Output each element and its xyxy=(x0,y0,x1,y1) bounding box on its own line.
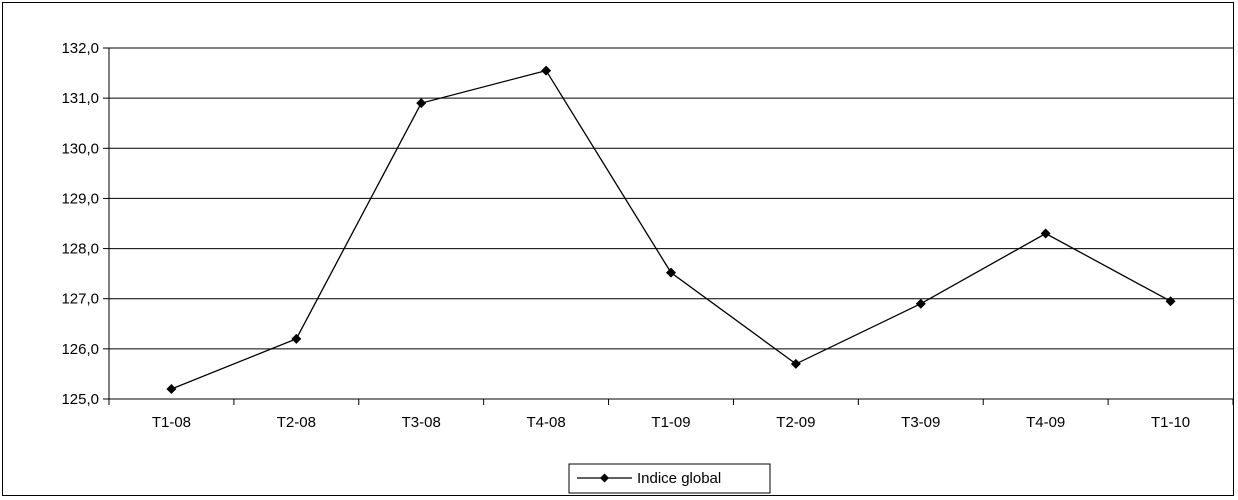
y-tick-label: 130,0 xyxy=(61,140,99,157)
x-tick-label: T1-08 xyxy=(152,414,191,431)
y-tick-label: 127,0 xyxy=(61,291,99,308)
data-point-marker xyxy=(541,65,552,76)
series-layer xyxy=(166,65,1176,394)
data-point-marker xyxy=(915,298,926,309)
x-axis-tick-labels: T1-08 T2-08 T3-08 T4-08 T1-09 T2-09 T3-09 T4-09… xyxy=(152,414,1190,431)
data-point-marker xyxy=(666,267,676,278)
line-chart: 125,0 126,0 127,0 128,0 129,0 130,0 131,0 132,0… xyxy=(61,40,1234,494)
legend-label: Indice global xyxy=(637,470,721,487)
x-tick-label: T3-09 xyxy=(901,414,940,431)
y-tick-label: 128,0 xyxy=(61,241,99,258)
x-tick-label: T2-08 xyxy=(277,414,316,431)
x-tick-label: T3-08 xyxy=(402,414,441,431)
y-tick-label: 131,0 xyxy=(61,90,99,107)
data-point-marker xyxy=(790,358,801,369)
data-point-marker xyxy=(1165,296,1176,307)
series-line xyxy=(171,69,1171,390)
y-tick-label: 129,0 xyxy=(61,190,99,207)
legend-diamond-marker xyxy=(600,473,609,483)
y-axis-tick-labels: 125,0 126,0 127,0 128,0 129,0 130,0 131,0 132,0 xyxy=(61,40,99,408)
legend: Indice global xyxy=(568,463,771,494)
y-tick-label: 125,0 xyxy=(61,391,99,408)
x-tick-label: T1-09 xyxy=(651,414,690,431)
x-tick-label: T2-09 xyxy=(776,414,815,431)
x-tick-label: T4-08 xyxy=(527,414,566,431)
y-tick-label: 132,0 xyxy=(61,40,99,57)
x-tick-label: T1-10 xyxy=(1151,414,1190,431)
x-tick-label: T4-09 xyxy=(1026,414,1065,431)
data-point-marker xyxy=(291,333,302,344)
y-tick-label: 126,0 xyxy=(61,341,99,358)
gridlines xyxy=(103,47,1233,400)
data-point-marker xyxy=(416,98,427,109)
x-axis xyxy=(108,48,1234,405)
data-point-marker xyxy=(1040,228,1051,239)
data-point-marker xyxy=(166,383,177,394)
